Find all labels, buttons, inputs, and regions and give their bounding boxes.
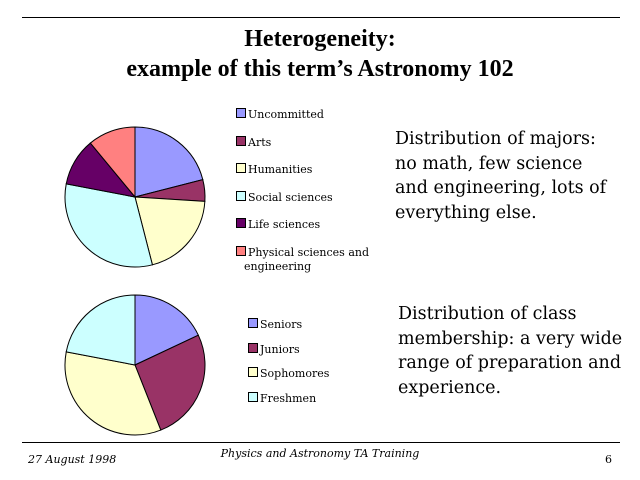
footer-center-title: Physics and Astronomy TA Training: [220, 447, 420, 460]
legend-label: Life sciences: [248, 218, 321, 231]
legend-item-juniors: Juniors: [248, 342, 300, 357]
legend-label: Humanities: [248, 163, 313, 176]
pie-slice-freshmen: [65, 294, 136, 366]
legend-item-physical-sciences-and-engineering: Physical sciences and engineering: [236, 245, 370, 274]
legend-label: Uncommitted: [248, 108, 324, 121]
pie-slice-juniors: [134, 334, 206, 431]
majors-description: Distribution of majors: no math, few sci…: [395, 129, 607, 223]
legend-swatch: [236, 190, 246, 201]
legend-label: Sophomores: [260, 367, 330, 380]
legend-item-uncommitted: Uncommitted: [236, 108, 324, 122]
legend-label: Arts: [248, 135, 272, 149]
legend-swatch: [248, 318, 258, 328]
bottom-rule: [22, 442, 620, 443]
legend-label: Juniors: [260, 342, 300, 356]
pie-slice-physical-sciences-and-engineering: [89, 126, 136, 199]
legend-swatch: [248, 367, 258, 377]
legend-label-continued: engineering: [244, 259, 312, 273]
legend-item-freshmen: Freshmen: [248, 391, 317, 406]
legend-label: Seniors: [260, 318, 303, 331]
legend-label: Social sciences: [248, 190, 333, 204]
legend-label: Physical sciences and: [248, 245, 370, 259]
class-membership-pie-chart: [64, 294, 206, 436]
legend-item-humanities: Humanities: [236, 163, 312, 177]
legend-swatch: [248, 391, 258, 402]
class-description: Distribution of class membership: a very…: [398, 304, 623, 398]
legend-swatch: [236, 218, 246, 228]
footer-date: 27 August 1998: [28, 453, 117, 466]
pie-slice-sophomores: [64, 351, 162, 436]
page-number: 6: [605, 453, 612, 466]
legend-item-arts: Arts: [236, 135, 272, 150]
pie-slice-uncommitted: [134, 126, 204, 198]
pie-slice-social-sciences: [64, 183, 154, 268]
slide-title-line-2: example of this term’s Astronomy 102: [126, 56, 514, 82]
top-rule: [22, 17, 620, 18]
legend-item-social-sciences: Social sciences: [236, 190, 333, 205]
legend-swatch: [248, 342, 258, 353]
legend-item-seniors: Seniors: [248, 318, 302, 332]
legend-label: Freshmen: [260, 391, 317, 405]
majors-pie-chart: [64, 126, 206, 268]
legend-swatch: [236, 163, 246, 173]
legend-swatch: [236, 108, 246, 118]
legend-item-life-sciences: Life sciences: [236, 218, 320, 232]
pie-slice-seniors: [134, 294, 200, 366]
pie-slice-humanities: [134, 196, 206, 266]
legend-swatch: [236, 135, 246, 146]
slide-title-line-1: Heterogeneity:: [244, 26, 396, 52]
legend-item-sophomores: Sophomores: [248, 367, 329, 381]
legend-swatch: [236, 245, 246, 256]
